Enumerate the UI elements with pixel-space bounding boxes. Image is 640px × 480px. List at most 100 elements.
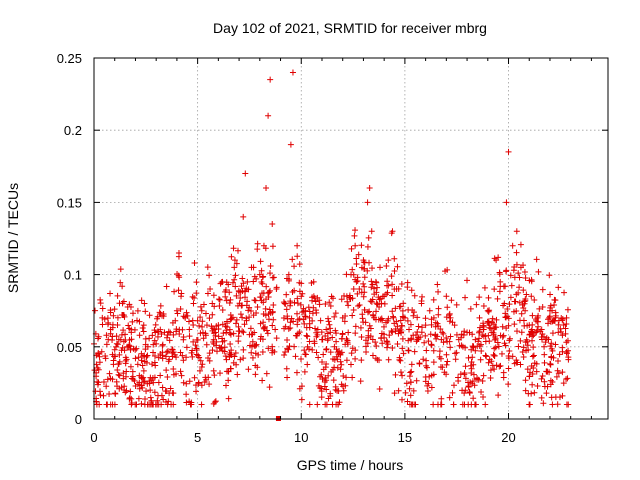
cloud-point: [264, 330, 271, 337]
cloud-point: [253, 275, 260, 282]
data-point: [267, 76, 274, 83]
cloud-point: [452, 356, 459, 363]
data-point: [248, 264, 255, 271]
cloud-point: [141, 401, 148, 408]
cloud-point: [176, 331, 183, 338]
cloud-point: [227, 296, 234, 303]
cloud-point: [293, 369, 300, 376]
cloud-point: [127, 388, 134, 395]
cloud-point: [249, 331, 256, 338]
cloud-point: [539, 286, 546, 293]
cloud-point: [332, 383, 339, 390]
cloud-point: [323, 386, 330, 393]
cloud-point: [383, 263, 390, 270]
cloud-point: [355, 303, 362, 310]
cloud-point: [517, 361, 524, 368]
cloud-point: [539, 372, 546, 379]
cloud-point: [405, 306, 412, 313]
cloud-point: [495, 392, 502, 399]
cloud-point: [535, 268, 542, 275]
cloud-point: [302, 351, 309, 358]
cloud-point: [109, 351, 116, 358]
cloud-point: [552, 314, 559, 321]
cloud-point: [367, 325, 374, 332]
cloud-point: [505, 365, 512, 372]
cloud-point: [366, 259, 373, 266]
cloud-point: [479, 377, 486, 384]
cloud-point: [263, 370, 270, 377]
cloud-point: [519, 349, 526, 356]
cloud-point: [314, 294, 321, 301]
data-point: [236, 288, 243, 295]
cloud-point: [380, 323, 387, 330]
cloud-point: [127, 346, 134, 353]
cloud-point: [230, 245, 237, 252]
data-point: [352, 242, 359, 249]
cloud-point: [107, 290, 114, 297]
cloud-point: [389, 281, 396, 288]
cloud-point: [510, 267, 517, 274]
cloud-point: [290, 318, 297, 325]
cloud-point: [232, 349, 239, 356]
cloud-point: [254, 364, 261, 371]
cloud-point: [334, 356, 341, 363]
cloud-point: [245, 286, 252, 293]
data-point: [115, 336, 122, 343]
cloud-point: [414, 314, 421, 321]
cloud-point: [524, 366, 531, 373]
cloud-point: [177, 349, 184, 356]
cloud-point: [315, 382, 322, 389]
cloud-point: [128, 401, 135, 408]
cloud-point: [520, 287, 527, 294]
cloud-point: [352, 323, 359, 330]
cloud-point: [267, 310, 274, 317]
cloud-point: [235, 328, 242, 335]
cloud-point: [165, 328, 172, 335]
cloud-point: [536, 305, 543, 312]
cloud-point: [322, 401, 329, 408]
cloud-point: [549, 401, 556, 408]
cloud-point: [392, 305, 399, 312]
cloud-point: [517, 241, 524, 248]
cloud-point: [266, 289, 273, 296]
cloud-point: [226, 300, 233, 307]
cloud-point: [338, 335, 345, 342]
cloud-point: [331, 313, 338, 320]
cloud-point: [235, 333, 242, 340]
cloud-point: [280, 314, 287, 321]
cloud-point: [482, 352, 489, 359]
cloud-point: [369, 265, 376, 272]
cloud-point: [227, 351, 234, 358]
cloud-point: [267, 287, 274, 294]
data-point: [287, 141, 294, 148]
cloud-point: [281, 351, 288, 358]
cloud-point: [196, 322, 203, 329]
cloud-point: [438, 336, 445, 343]
cloud-point: [163, 367, 170, 374]
cloud-point: [393, 318, 400, 325]
cloud-point: [226, 326, 233, 333]
cloud-point: [142, 335, 149, 342]
cloud-point: [193, 279, 200, 286]
cloud-point: [193, 290, 200, 297]
cloud-point: [428, 384, 435, 391]
cloud-point: [378, 315, 385, 322]
cloud-point: [209, 325, 216, 332]
data-point: [194, 317, 201, 324]
cloud-point: [294, 316, 301, 323]
cloud-point: [216, 296, 223, 303]
cloud-point: [380, 331, 387, 338]
cloud-point: [469, 378, 476, 385]
cloud-point: [325, 335, 332, 342]
cloud-point: [191, 295, 198, 302]
cloud-point: [374, 301, 381, 308]
data-point: [335, 351, 342, 358]
cloud-point: [326, 299, 333, 306]
cloud-point: [284, 374, 291, 381]
cloud-point: [338, 296, 345, 303]
x-tick-label: 10: [294, 430, 308, 445]
cloud-point: [529, 353, 536, 360]
cloud-point: [318, 385, 325, 392]
cloud-point: [465, 379, 472, 386]
cloud-point: [376, 385, 383, 392]
